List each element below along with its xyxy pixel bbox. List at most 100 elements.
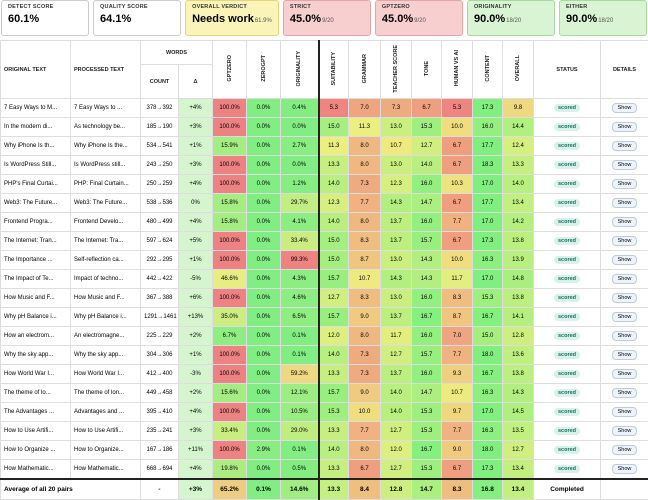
table-cell: Show <box>600 364 648 384</box>
table-cell: 33.4% <box>280 231 320 251</box>
table-cell: 17.3 <box>472 459 503 480</box>
table-cell: Show <box>600 98 648 118</box>
card-label: OVERALL VERDICT <box>192 4 247 10</box>
table-cell: 225→229 <box>140 326 179 346</box>
show-details-button[interactable]: Show <box>611 369 638 379</box>
status-badge: scored <box>553 199 581 207</box>
column-header: STATUS <box>533 40 601 99</box>
table-cell: Why the sky app... <box>0 345 71 365</box>
card-label: STRICT <box>289 4 311 10</box>
table-cell: How Mathematic... <box>0 459 71 480</box>
table-cell: 534→541 <box>140 136 179 156</box>
show-details-button[interactable]: Show <box>611 464 638 474</box>
table-cell: 0.0% <box>246 307 281 327</box>
show-details-button[interactable]: Show <box>611 331 638 341</box>
table-cell: 13.8 <box>502 364 534 384</box>
show-details-button[interactable]: Show <box>611 426 638 436</box>
table-cell: 11.3 <box>318 136 349 156</box>
table-cell: 597→624 <box>140 231 179 251</box>
column-header-text: STATUS <box>556 66 578 73</box>
summary-card: STRICT 45.0%9/20 <box>282 0 371 36</box>
table-cell: 14.0 <box>318 212 349 232</box>
show-details-button[interactable]: Show <box>611 141 638 151</box>
column-header-text: DETAILS <box>612 66 637 73</box>
table-cell: How to Organize ... <box>0 440 71 460</box>
table-cell: 8.0 <box>348 155 381 175</box>
table-cell: 16.0 <box>411 288 442 308</box>
table-cell: 15.0 <box>472 326 503 346</box>
table-cell: 6.5% <box>280 307 320 327</box>
table-cell: How World War I... <box>0 364 71 384</box>
table-cell: 8.0 <box>348 440 381 460</box>
show-details-button[interactable]: Show <box>611 388 638 398</box>
table-cell: 13.8 <box>502 288 534 308</box>
table-cell: 46.6% <box>212 269 247 289</box>
table-cell: In the modern di... <box>0 117 71 137</box>
table-cell: 235→241 <box>140 421 179 441</box>
show-details-button[interactable]: Show <box>611 236 638 246</box>
average-cell: +3% <box>178 478 213 500</box>
table-cell: +3% <box>178 421 213 441</box>
table-cell: 16.0 <box>411 212 442 232</box>
show-details-button[interactable]: Show <box>611 312 638 322</box>
average-cell: Completed <box>533 478 601 500</box>
table-cell: How to Organize... <box>70 440 141 460</box>
table-cell: 59.2% <box>280 364 320 384</box>
table-cell: scored <box>533 250 601 270</box>
column-header: OVERALL <box>502 40 534 99</box>
show-details-button[interactable]: Show <box>611 274 638 284</box>
average-cell: 16.8 <box>472 478 503 500</box>
show-details-button[interactable]: Show <box>611 350 638 360</box>
table-row: The Importance ... Self-reflection ca... 2… <box>0 250 648 270</box>
table-cell: 8.3 <box>441 288 473 308</box>
table-cell: 0.0% <box>246 345 281 365</box>
table-cell: 16.7 <box>472 364 503 384</box>
show-details-button[interactable]: Show <box>611 160 638 170</box>
table-cell: +3% <box>178 155 213 175</box>
table-cell: 7.7 <box>348 421 381 441</box>
table-cell: 2.7% <box>280 136 320 156</box>
table-row: In the modern di... As technology be... 18… <box>0 117 648 137</box>
table-cell: The theme of lo... <box>0 383 71 403</box>
table-cell: 13.8 <box>502 231 534 251</box>
show-details-button[interactable]: Show <box>611 122 638 132</box>
show-details-button[interactable]: Show <box>611 293 638 303</box>
show-details-button[interactable]: Show <box>611 217 638 227</box>
table-cell: +4% <box>178 98 213 118</box>
table-cell: 12.0 <box>380 440 412 460</box>
column-header-text: Δ <box>193 78 198 85</box>
table-cell: Is WordPress Still... <box>0 155 71 175</box>
table-cell: 18.0 <box>472 345 503 365</box>
status-badge: scored <box>553 180 581 188</box>
column-header: GPTZERO <box>212 40 247 99</box>
status-badge: scored <box>553 294 581 302</box>
table-cell: 0.0% <box>246 250 281 270</box>
table-cell: scored <box>533 307 601 327</box>
table-cell: 6.7 <box>441 193 473 213</box>
table-cell: 15.3 <box>411 117 442 137</box>
table-cell: 304→306 <box>140 345 179 365</box>
card-sub: 61.9% <box>254 18 272 24</box>
table-cell: 15.8% <box>212 212 247 232</box>
table-row: The Impact of Te... Impact of techno... 44… <box>0 269 648 289</box>
show-details-button[interactable]: Show <box>611 445 638 455</box>
table-cell: 10.5% <box>280 402 320 422</box>
show-details-button[interactable]: Show <box>611 407 638 417</box>
show-details-button[interactable]: Show <box>611 255 638 265</box>
status-badge: scored <box>553 351 581 359</box>
show-details-button[interactable]: Show <box>611 179 638 189</box>
table-cell: 668→694 <box>140 459 179 480</box>
table-cell: 7.3 <box>348 345 381 365</box>
status-badge: scored <box>553 275 581 283</box>
card-value-text: Needs work <box>192 13 254 25</box>
status-badge: scored <box>553 218 581 226</box>
table-cell: 13.7 <box>380 307 412 327</box>
table-cell: 14.0 <box>502 174 534 194</box>
table-cell: 14.0 <box>318 345 349 365</box>
table-cell: 16.3 <box>472 421 503 441</box>
table-row: Why the sky app... Why the sky app... 304→… <box>0 345 648 365</box>
average-row: Average of all 20 pairs - +3% 65.2% 0.1% 14.6… <box>0 478 648 500</box>
show-details-button[interactable]: Show <box>611 103 638 113</box>
show-details-button[interactable]: Show <box>611 198 638 208</box>
table-cell: 0.0% <box>246 98 281 118</box>
